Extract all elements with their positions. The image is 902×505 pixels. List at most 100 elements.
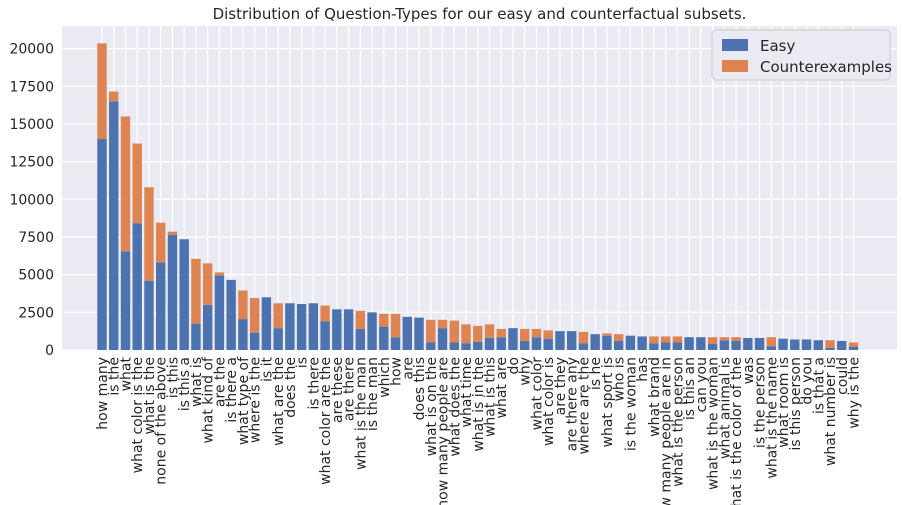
x-tick-label: are [400, 357, 416, 380]
bar-counterexamples [672, 336, 683, 343]
y-tick-label: 15000 [9, 117, 54, 133]
bar-easy [649, 343, 659, 350]
x-tick-label: what kind of [201, 356, 217, 444]
x-tick-label: is this a [177, 357, 193, 411]
x-tick-label: is there a [224, 357, 240, 423]
bar-counterexamples [109, 91, 119, 102]
x-tick-label: why [518, 357, 534, 386]
x-tick-label: can you [694, 357, 710, 412]
bar-easy [156, 262, 166, 350]
bar-counterexamples [578, 331, 589, 344]
x-tick-label: who is [612, 357, 628, 402]
x-tick-label: is [295, 357, 311, 368]
bar-counterexamples [473, 325, 483, 342]
x-tick-label: are the [212, 357, 228, 407]
bar-easy [355, 328, 366, 350]
x-tick-label: what are [494, 357, 510, 418]
x-tick-label: is the man [365, 357, 381, 431]
bar-counterexamples [191, 258, 201, 324]
bar-easy [707, 343, 718, 350]
legend-swatch-counterexamples [722, 60, 748, 72]
bar-easy [132, 223, 142, 350]
x-tick-label: what color is [541, 357, 557, 446]
y-tick-label: 5000 [18, 268, 54, 284]
x-tick-label: is that a [811, 357, 827, 414]
bar-easy [684, 337, 694, 350]
y-tick-label: 12500 [9, 155, 54, 171]
x-tick-label: is this [165, 357, 181, 398]
bar-counterexamples [766, 337, 777, 347]
x-tick-label: where is the [248, 357, 264, 443]
bar-easy [672, 342, 683, 350]
bar-counterexamples [132, 143, 142, 224]
bar-easy [273, 328, 283, 350]
bar-counterexamples [202, 263, 213, 305]
bar-easy [696, 337, 706, 350]
x-tick-label: does this [412, 357, 428, 420]
bar-counterexamples [484, 324, 495, 338]
bar-easy [191, 323, 201, 350]
bar-easy [332, 309, 342, 350]
bar-counterexamples [543, 330, 553, 339]
x-tick-label: are they [553, 357, 569, 415]
y-tick-label: 17500 [9, 79, 54, 95]
x-tick-label: why is the [847, 357, 863, 429]
x-tick-label: is this person [788, 357, 804, 451]
bar-easy [837, 340, 847, 350]
bar-easy [754, 337, 765, 350]
bar-easy [226, 279, 236, 350]
bar-easy [449, 342, 459, 350]
bar-counterexamples [273, 303, 283, 329]
bar-counterexamples [731, 337, 741, 341]
x-tick-label: what type of [236, 356, 252, 445]
bar-counterexamples [320, 305, 330, 322]
bar-easy [249, 332, 260, 350]
bar-easy [144, 280, 154, 350]
x-tick-label: has [635, 357, 651, 382]
bar-counterexamples [167, 231, 178, 235]
y-tick-label: 0 [45, 343, 54, 359]
x-tick-label: what number is [823, 357, 839, 466]
x-tick-label: is it [259, 356, 275, 382]
bar-easy [848, 346, 859, 350]
bar-easy [343, 309, 354, 350]
x-tick-label: what is in the [471, 357, 487, 452]
x-tick-label: how many [95, 357, 111, 430]
chart-title: Distribution of Question-Types for our e… [213, 5, 747, 23]
x-tick-label: are there any [565, 357, 581, 451]
bar-counterexamples [238, 290, 248, 320]
x-tick-label: what is the person [670, 357, 686, 487]
bar-counterexamples [496, 328, 506, 338]
bar-counterexamples [355, 310, 366, 329]
legend-label: Easy [760, 37, 795, 55]
bar-counterexamples [848, 342, 859, 347]
bar-counterexamples [660, 336, 671, 343]
x-tick-label: was [741, 357, 757, 384]
legend: Easy Counterexamples [711, 29, 892, 81]
x-tick-label: are there [342, 357, 358, 421]
bar-easy [238, 319, 248, 350]
bar-easy [719, 340, 730, 350]
bar-easy [590, 334, 600, 350]
bar-counterexamples [461, 324, 471, 344]
legend-box [711, 29, 891, 81]
x-tick-label: what is the [142, 357, 158, 434]
bar-easy [379, 326, 389, 350]
bar-easy [296, 304, 307, 350]
bar-easy [801, 339, 812, 350]
x-tick-label: what color is the [130, 357, 146, 473]
y-tick-label: 7500 [18, 230, 54, 246]
x-tick-label: what is this [482, 357, 498, 437]
x-tick-label: is this an [682, 357, 698, 420]
bar-easy [202, 304, 213, 350]
bar-easy [402, 316, 412, 350]
bar-counterexamples [214, 272, 225, 276]
x-tick-label: what does the [447, 357, 463, 457]
x-tick-label: how many people are in [659, 357, 675, 505]
bar-easy [461, 343, 471, 350]
bar-easy [813, 340, 823, 350]
y-axis-ticks: 0 2500 5000 7500 10000 12500 15000 17500 20000 [9, 42, 54, 359]
